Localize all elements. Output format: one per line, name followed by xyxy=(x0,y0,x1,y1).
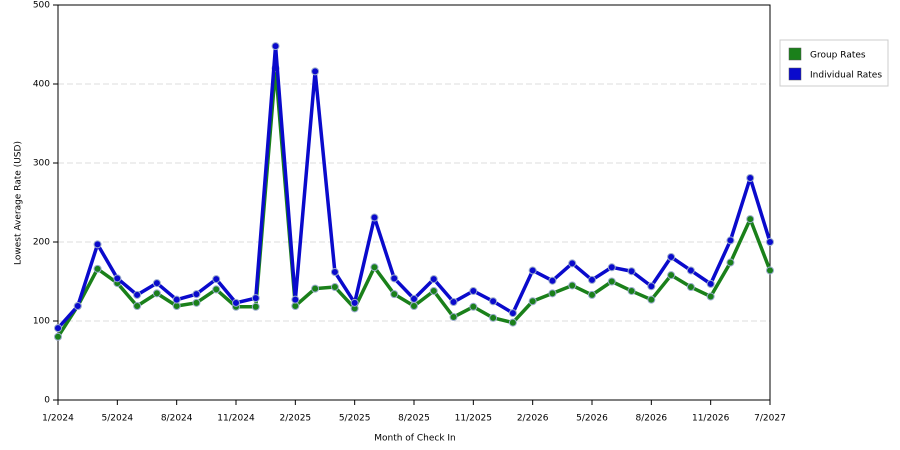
point xyxy=(370,213,379,222)
point xyxy=(647,295,656,304)
point xyxy=(93,264,102,273)
point xyxy=(192,298,201,307)
point xyxy=(449,313,458,322)
x-tick-label: 11/2025 xyxy=(455,414,492,424)
x-tick-label: 5/2025 xyxy=(339,414,371,424)
point xyxy=(607,277,616,286)
y-tick-label: 200 xyxy=(33,238,50,248)
point xyxy=(133,290,142,299)
x-tick-label: 7/2027 xyxy=(754,414,786,424)
y-tick-label: 400 xyxy=(33,80,50,90)
point xyxy=(489,313,498,322)
x-tick-label: 8/2025 xyxy=(398,414,430,424)
x-tick-label: 2/2025 xyxy=(279,414,311,424)
point xyxy=(232,298,240,307)
legend-label: Group Rates xyxy=(810,51,866,61)
point xyxy=(370,263,379,272)
point xyxy=(251,302,260,311)
point xyxy=(528,266,537,275)
point xyxy=(172,295,181,304)
point xyxy=(350,298,359,307)
point xyxy=(311,67,320,76)
point xyxy=(766,238,774,246)
point xyxy=(746,174,755,183)
point xyxy=(291,295,300,304)
point xyxy=(330,283,339,292)
legend-label: Individual Rates xyxy=(810,71,882,81)
point xyxy=(469,302,478,311)
point xyxy=(706,279,715,288)
y-tick-label: 100 xyxy=(33,317,50,327)
point xyxy=(390,290,399,299)
point xyxy=(726,236,735,245)
x-tick-label: 11/2026 xyxy=(692,414,730,424)
point xyxy=(93,240,102,249)
x-tick-label: 8/2026 xyxy=(635,414,667,424)
point xyxy=(726,258,735,267)
y-tick-label: 500 xyxy=(33,1,50,11)
legend-swatch xyxy=(788,47,802,61)
point xyxy=(568,259,577,268)
point xyxy=(528,297,537,306)
legend-swatch xyxy=(788,67,802,81)
point xyxy=(627,267,636,276)
point xyxy=(212,275,221,284)
point xyxy=(251,294,260,303)
point xyxy=(133,301,142,310)
point xyxy=(212,285,221,294)
plot-frame xyxy=(57,4,771,401)
x-tick-label: 1/2024 xyxy=(42,414,74,424)
x-tick-label: 5/2024 xyxy=(101,414,133,424)
point xyxy=(429,275,438,284)
x-tick-label: 11/2024 xyxy=(217,414,255,424)
point xyxy=(607,263,616,272)
point xyxy=(588,275,596,284)
point xyxy=(429,286,438,295)
x-tick-label: 2/2026 xyxy=(517,414,549,424)
x-axis-label: Month of Check In xyxy=(374,434,456,444)
point xyxy=(390,274,399,283)
point xyxy=(73,301,82,310)
point xyxy=(766,266,774,275)
point xyxy=(449,298,458,307)
y-tick-label: 300 xyxy=(33,159,50,169)
point xyxy=(746,215,755,224)
point xyxy=(311,284,320,293)
point xyxy=(647,282,656,291)
point xyxy=(330,268,339,277)
point xyxy=(152,279,161,288)
x-tick-label: 5/2026 xyxy=(576,414,608,424)
point xyxy=(410,294,418,303)
point xyxy=(706,292,715,301)
point xyxy=(489,297,498,306)
point xyxy=(54,324,62,333)
point xyxy=(667,271,676,280)
point xyxy=(152,289,161,298)
y-tick-label: 0 xyxy=(44,396,50,406)
point xyxy=(548,276,557,285)
point xyxy=(271,42,280,51)
point xyxy=(113,274,122,283)
point xyxy=(667,253,676,262)
point xyxy=(508,309,517,318)
point xyxy=(508,318,517,327)
y-axis-label: Lowest Average Rate (USD) xyxy=(14,141,24,265)
point xyxy=(54,332,62,341)
point xyxy=(588,290,596,299)
point xyxy=(410,301,418,310)
point xyxy=(548,289,557,298)
point xyxy=(192,290,201,299)
point xyxy=(568,281,577,290)
point xyxy=(686,283,695,292)
point xyxy=(627,286,636,295)
point xyxy=(686,266,695,275)
x-tick-label: 8/2024 xyxy=(161,414,193,424)
point xyxy=(469,286,478,295)
